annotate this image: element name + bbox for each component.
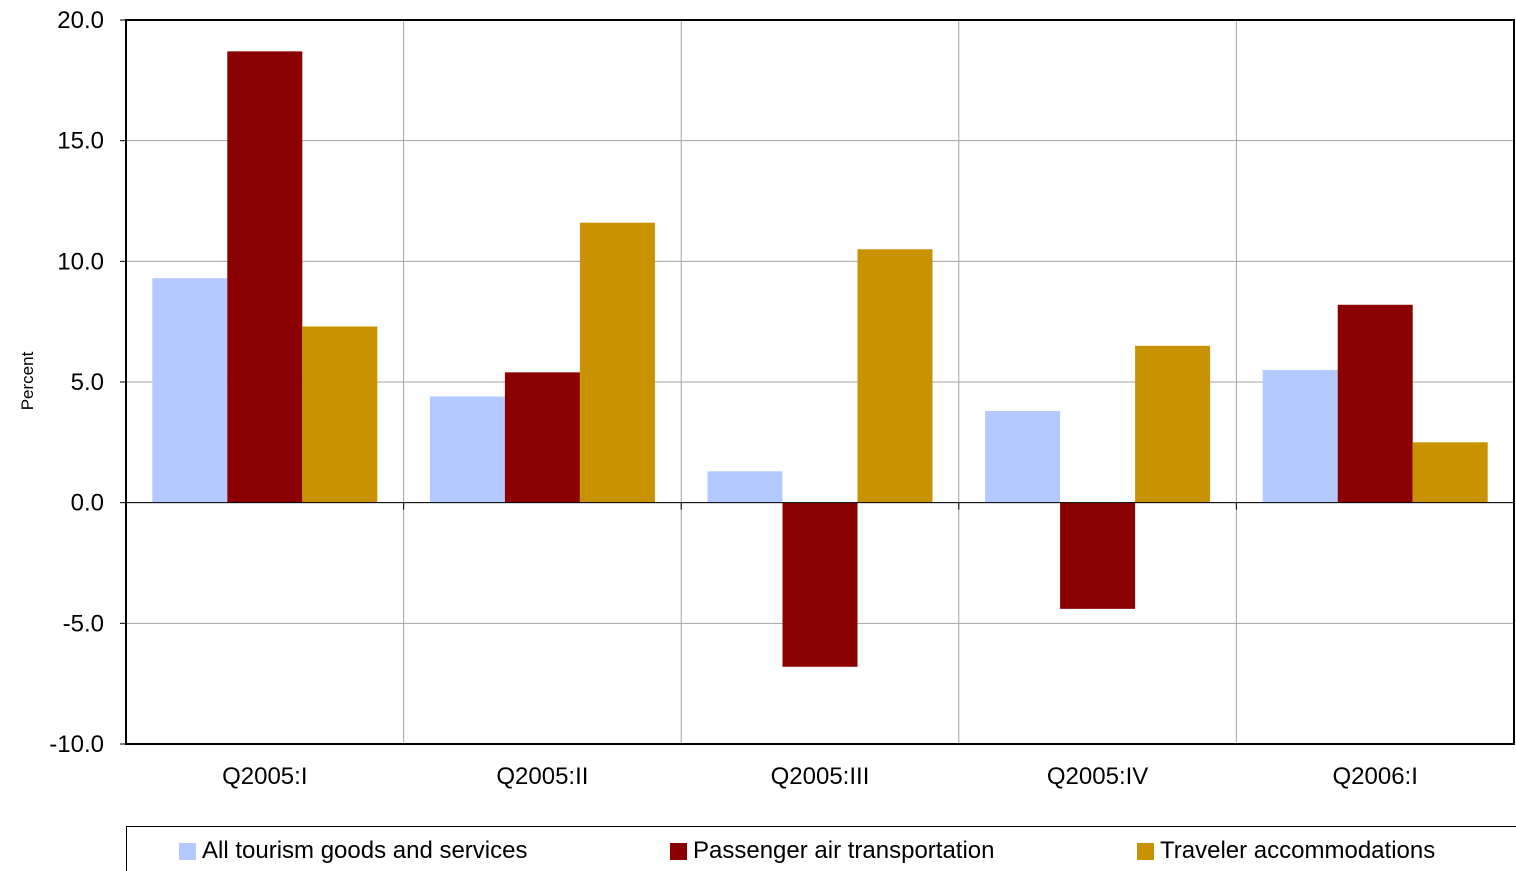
x-tick-label: Q2005:I (222, 763, 307, 790)
legend-label-traveler-accommodations: Traveler accommodations (1160, 837, 1436, 864)
y-tick-label: 15.0 (57, 128, 104, 155)
legend-item-traveler-accommodations: Traveler accommodations (1137, 837, 1436, 864)
legend-label-passenger-air: Passenger air transportation (693, 837, 995, 864)
x-tick-labels: Q2005:I Q2005:II Q2005:III Q2005:IV Q2006:I (222, 763, 1418, 790)
y-tick-label: 5.0 (71, 369, 104, 396)
x-tick-label: Q2005:IV (1047, 763, 1148, 790)
bar-traveler-accommodations-q2005-iv (1135, 345, 1211, 503)
x-tick-label: Q2005:II (496, 763, 588, 790)
bar-all-tourism-goods-and-services-q2006-i (1262, 369, 1338, 503)
y-tick-labels: 20.0 15.0 10.0 5.0 0.0 -5.0 -10.0 (49, 7, 104, 758)
legend: All tourism goods and services Passenger… (126, 826, 1516, 871)
bar-passenger-air-transportation-q2005-i (227, 51, 303, 503)
bar-traveler-accommodations-q2005-i (302, 326, 378, 503)
legend-label-all-tourism: All tourism goods and services (202, 837, 528, 864)
bar-traveler-accommodations-q2005-iii (857, 249, 933, 503)
bar-passenger-air-transportation-q2005-iii (782, 502, 858, 667)
y-tick-label: -5.0 (63, 610, 104, 637)
bar-chart: 20.015.010.05.00.0-5.0-10.0 Q2005:I Q2005… (18, 7, 1515, 790)
legend-swatch-all-tourism (179, 842, 196, 860)
y-tick-label: 20.0 (57, 7, 104, 34)
axes (120, 19, 1515, 745)
bar-traveler-accommodations-q2005-ii (579, 222, 655, 503)
legend-item-all-tourism: All tourism goods and services (179, 837, 528, 864)
y-axis-label: Percent (18, 351, 37, 410)
x-tick-label: Q2006:I (1332, 763, 1417, 790)
bar-all-tourism-goods-and-services-q2005-iv (985, 410, 1061, 503)
bar-all-tourism-goods-and-services-q2005-iii (707, 471, 783, 503)
bar-traveler-accommodations-q2006-i (1412, 442, 1488, 503)
x-tick-label: Q2005:III (771, 763, 870, 790)
bar-passenger-air-transportation-q2006-i (1337, 304, 1413, 503)
legend-swatch-traveler-accommodations (1137, 842, 1154, 860)
bar-all-tourism-goods-and-services-q2005-ii (429, 396, 505, 503)
y-tick-label: 10.0 (57, 248, 104, 275)
bar-passenger-air-transportation-q2005-ii (504, 372, 580, 503)
y-tick-label: 0.0 (71, 490, 104, 517)
bar-all-tourism-goods-and-services-q2005-i (152, 278, 228, 503)
legend-item-passenger-air: Passenger air transportation (670, 837, 995, 864)
y-tick-label: -10.0 (49, 731, 104, 758)
legend-swatch-passenger-air (670, 842, 687, 860)
bar-passenger-air-transportation-q2005-iv (1060, 502, 1136, 609)
bars (152, 51, 1488, 667)
plot-frame (125, 19, 1515, 745)
